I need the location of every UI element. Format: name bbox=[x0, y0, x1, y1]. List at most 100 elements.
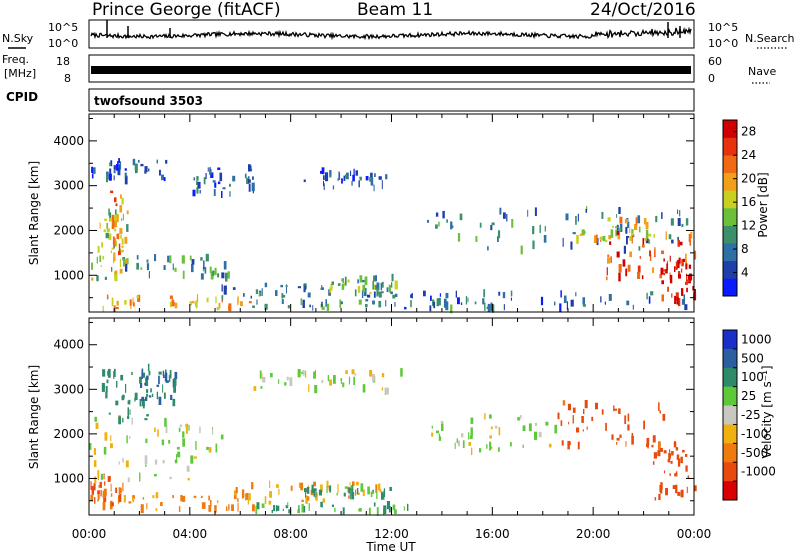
data-cell bbox=[203, 177, 206, 185]
freq-label: Freq. bbox=[2, 53, 29, 66]
data-cell bbox=[576, 427, 580, 433]
data-cell bbox=[298, 482, 302, 488]
data-cell bbox=[229, 191, 231, 197]
data-cell bbox=[225, 272, 228, 282]
data-cell bbox=[669, 454, 671, 458]
data-cell bbox=[372, 280, 374, 290]
data-cell bbox=[233, 490, 236, 496]
power-colorbar-swatch bbox=[723, 172, 737, 191]
data-cell bbox=[615, 226, 618, 229]
data-cell bbox=[320, 484, 323, 493]
data-cell bbox=[162, 384, 164, 393]
data-cell bbox=[219, 172, 223, 182]
data-cell bbox=[252, 305, 255, 308]
cpid-value: twofsound 3503 bbox=[94, 94, 203, 108]
data-cell bbox=[502, 292, 506, 299]
data-cell bbox=[205, 173, 207, 179]
data-cell bbox=[106, 228, 110, 233]
data-cell bbox=[371, 491, 375, 494]
data-cell bbox=[442, 210, 445, 219]
data-cell bbox=[167, 255, 170, 263]
data-cell bbox=[320, 170, 323, 174]
data-cell bbox=[584, 231, 586, 234]
data-cell bbox=[243, 293, 245, 297]
data-cell bbox=[305, 495, 308, 504]
data-cell bbox=[330, 283, 333, 291]
data-cell bbox=[648, 239, 651, 244]
data-cell bbox=[192, 189, 196, 197]
data-cell bbox=[622, 259, 626, 267]
data-cell bbox=[246, 177, 250, 184]
data-cell bbox=[168, 375, 171, 382]
data-cell bbox=[369, 292, 372, 295]
data-cell bbox=[91, 166, 93, 173]
data-cell bbox=[565, 213, 569, 221]
data-cell bbox=[671, 293, 673, 298]
data-cell bbox=[385, 300, 387, 307]
data-cell bbox=[360, 483, 364, 492]
data-cell bbox=[250, 295, 252, 299]
data-cell bbox=[114, 272, 117, 278]
data-cell bbox=[148, 370, 151, 376]
data-cell bbox=[560, 290, 562, 298]
data-cell bbox=[572, 415, 574, 424]
data-cell bbox=[270, 373, 273, 378]
data-cell bbox=[619, 227, 621, 233]
data-cell bbox=[563, 298, 567, 302]
data-cell bbox=[672, 485, 676, 489]
data-cell bbox=[498, 427, 501, 436]
data-cell bbox=[106, 379, 109, 384]
data-cell bbox=[146, 375, 149, 380]
data-cell bbox=[685, 281, 688, 285]
data-cell bbox=[93, 483, 96, 491]
data-cell bbox=[375, 285, 378, 290]
data-cell bbox=[339, 299, 342, 308]
data-cell bbox=[278, 488, 280, 495]
data-cell bbox=[206, 297, 209, 303]
data-cell bbox=[114, 197, 117, 203]
data-cell bbox=[96, 256, 98, 264]
data-cell bbox=[667, 459, 671, 463]
data-cell bbox=[341, 283, 345, 290]
data-cell bbox=[528, 423, 532, 432]
data-cell bbox=[126, 210, 129, 215]
data-cell bbox=[200, 495, 203, 498]
data-cell bbox=[124, 236, 128, 244]
data-cell bbox=[677, 236, 679, 241]
data-cell bbox=[683, 294, 685, 301]
data-cell bbox=[227, 271, 230, 279]
data-cell bbox=[438, 433, 441, 438]
data-cell bbox=[202, 502, 206, 509]
data-cell bbox=[506, 214, 508, 222]
data-cell bbox=[380, 282, 383, 291]
data-cell bbox=[379, 489, 382, 493]
data-cell bbox=[359, 176, 362, 180]
data-cell bbox=[377, 483, 381, 491]
data-cell bbox=[367, 294, 371, 298]
data-cell bbox=[575, 216, 577, 225]
data-cell bbox=[102, 490, 106, 499]
data-cell bbox=[483, 289, 486, 298]
data-cell bbox=[104, 218, 107, 221]
data-cell bbox=[654, 497, 657, 501]
data-cell bbox=[252, 504, 255, 512]
data-cell bbox=[331, 504, 334, 507]
data-cell bbox=[659, 410, 661, 414]
data-cell bbox=[179, 424, 182, 427]
data-cell bbox=[131, 371, 133, 376]
data-cell bbox=[386, 501, 390, 510]
data-cell bbox=[136, 295, 139, 299]
data-cell bbox=[207, 167, 209, 172]
data-cell bbox=[114, 222, 116, 228]
data-cell bbox=[669, 255, 671, 262]
data-cell bbox=[606, 267, 608, 276]
data-cell bbox=[522, 425, 526, 431]
data-cell bbox=[145, 377, 149, 386]
data-cell bbox=[344, 276, 347, 286]
data-cell bbox=[394, 302, 396, 307]
data-cell bbox=[618, 408, 621, 414]
data-cell bbox=[321, 285, 323, 288]
noise-right-tick-bottom: 10^0 bbox=[708, 37, 738, 50]
data-cell bbox=[665, 488, 668, 496]
